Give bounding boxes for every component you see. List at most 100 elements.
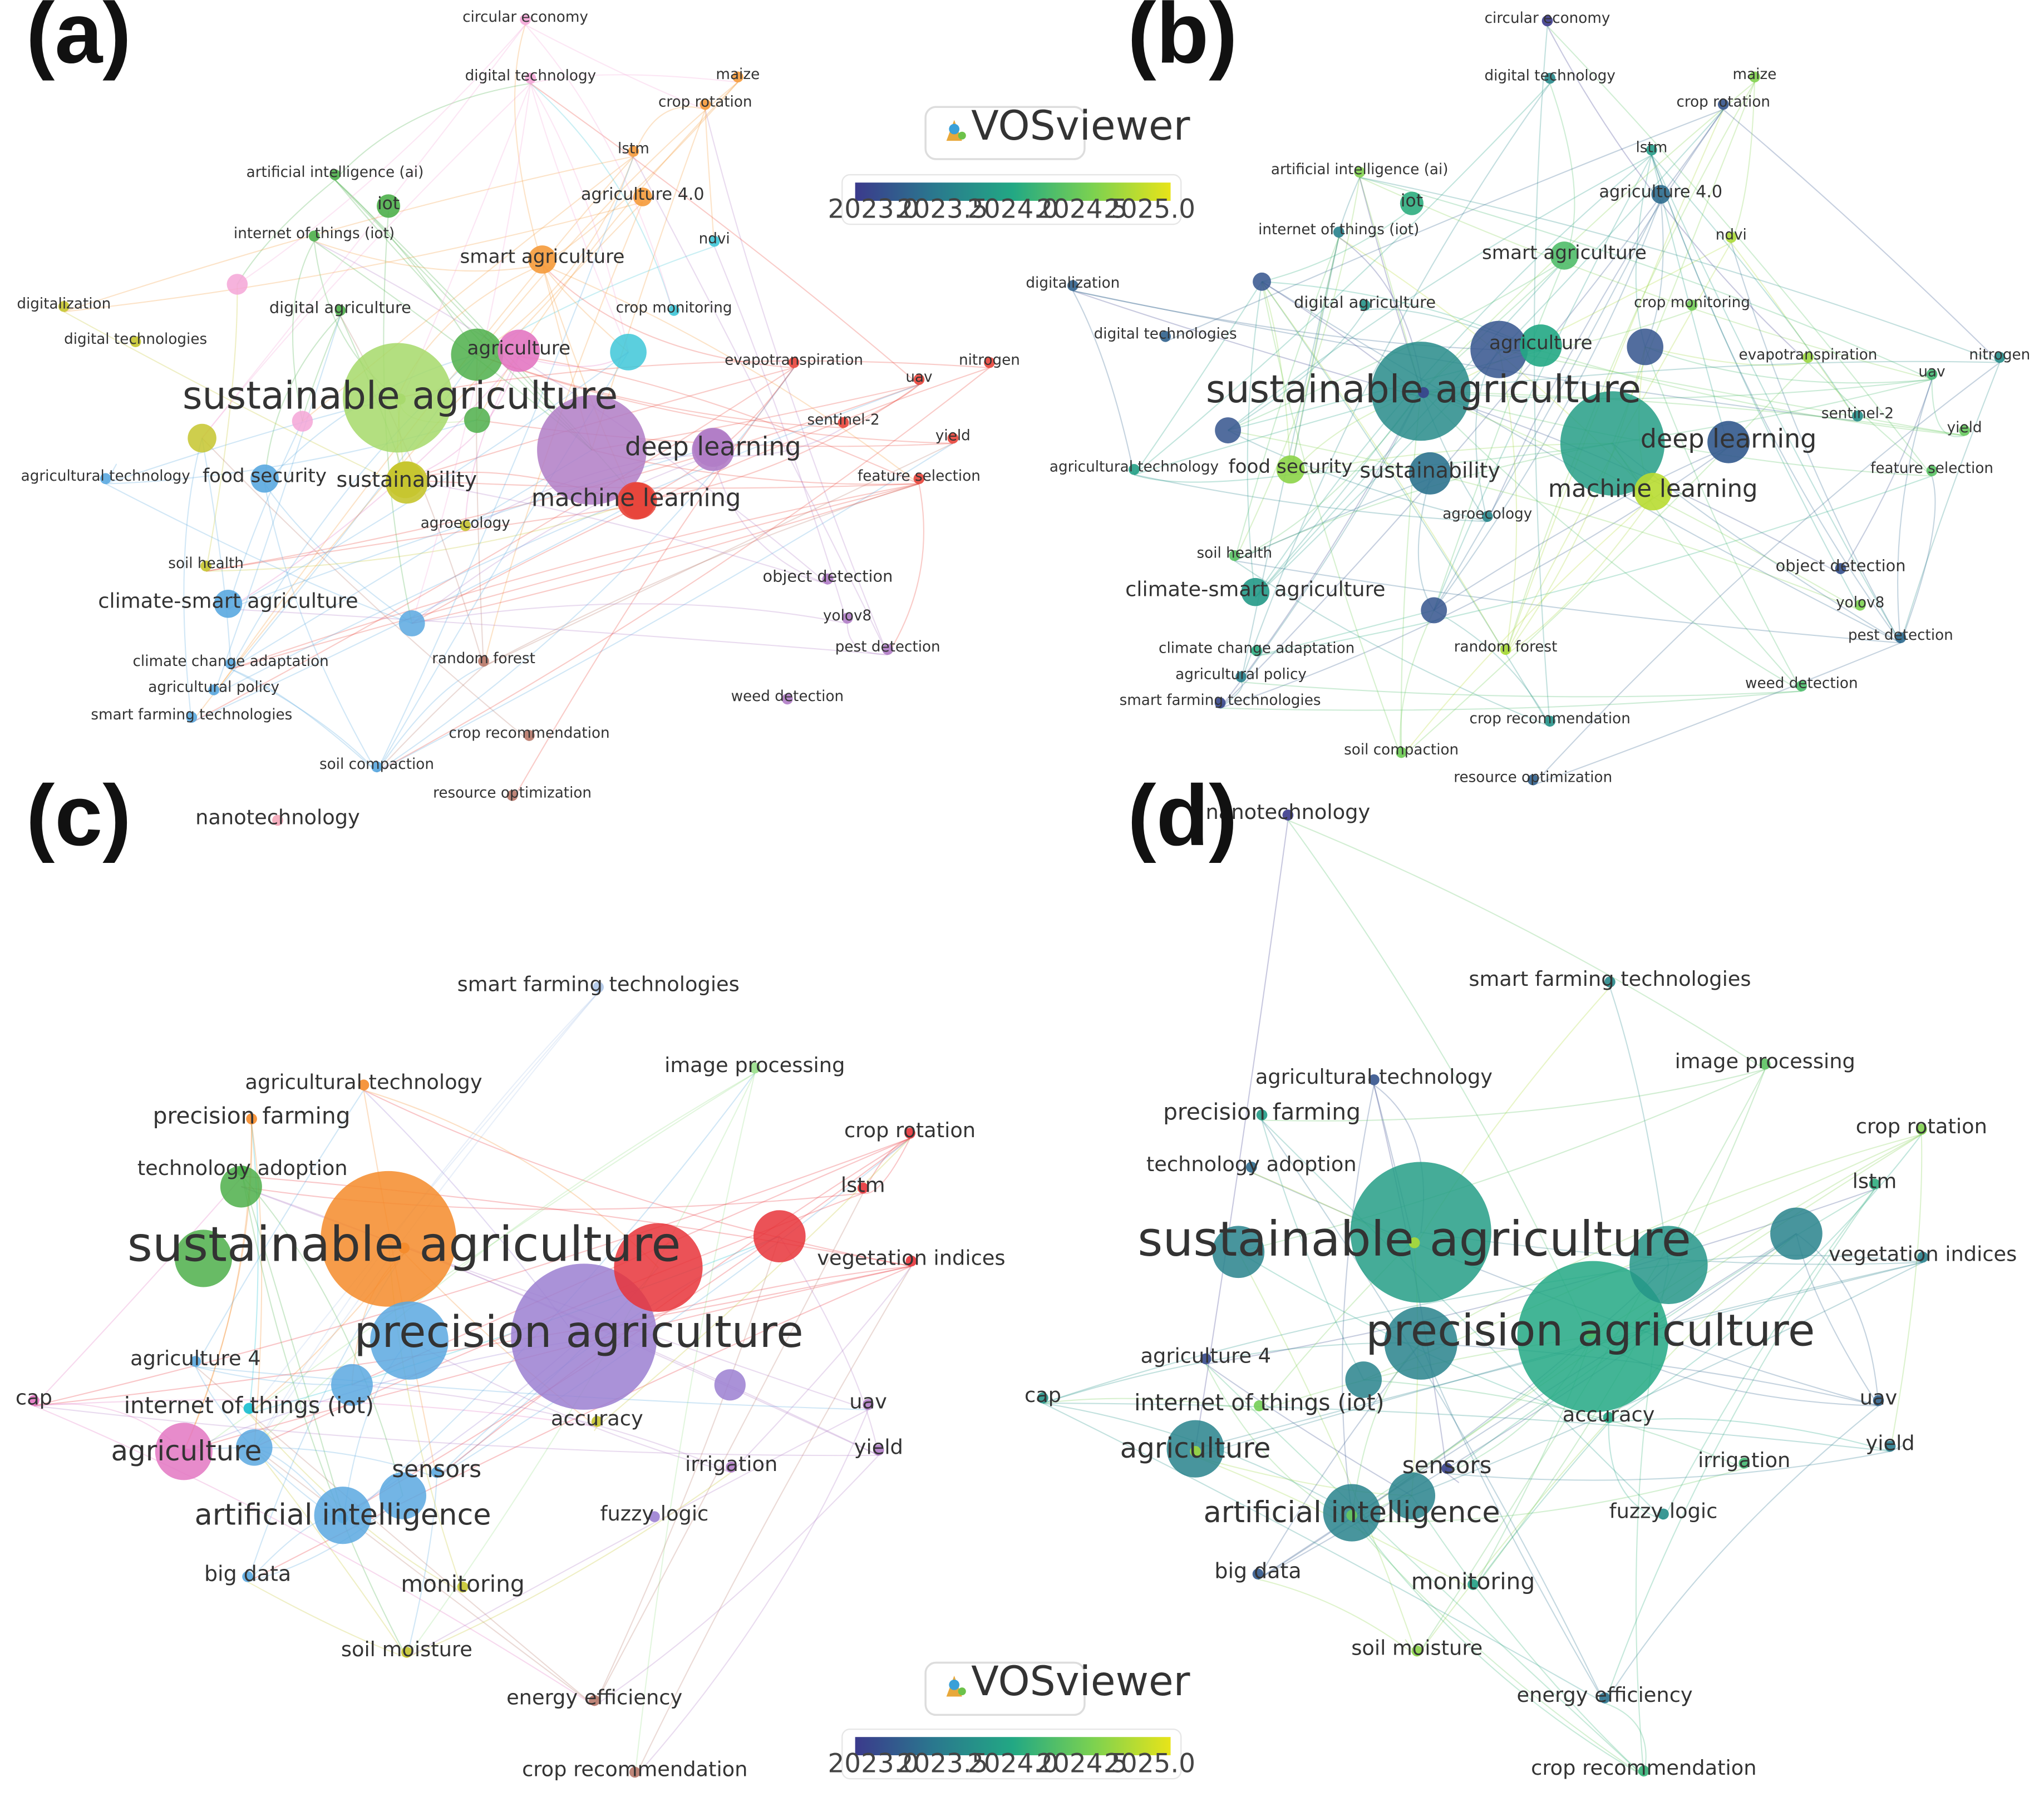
keyword-label: agriculture 4.0 [581, 185, 705, 204]
network-edge [227, 421, 303, 609]
keyword-node [1873, 1395, 1884, 1406]
network-edge [476, 81, 738, 421]
keyword-label: agricultural technology [1255, 1065, 1493, 1089]
keyword-node [1418, 387, 1429, 398]
network-edge [465, 356, 520, 531]
keyword-label: agriculture [1120, 1432, 1271, 1464]
network-edge [1505, 496, 1654, 655]
vosviewer-legend-top: VOSviewer 2023.0 2023.5 2024.0 2024.5 20… [828, 103, 1195, 225]
network-edge [1261, 1120, 1365, 1380]
keyword-node [841, 613, 853, 624]
keyword-label: yield [1947, 419, 1982, 436]
keyword-node-large [714, 1369, 746, 1401]
network-edge [1352, 1468, 1745, 1523]
keyword-label: food security [203, 465, 327, 487]
keyword-node [1252, 1568, 1264, 1580]
network-edge [201, 437, 530, 742]
network-edge [376, 665, 484, 773]
network-edge [1900, 476, 1936, 643]
keyword-label: agricultural technology [21, 468, 190, 485]
network-edge [436, 1138, 910, 1478]
network-edge [411, 483, 919, 624]
network-edge [705, 109, 715, 247]
keyword-label: cap [1025, 1383, 1061, 1407]
network-edge [1723, 109, 2001, 363]
network-edge [1533, 642, 1901, 786]
network-edge [779, 1236, 879, 1456]
scale-tick-3: 2024.5 [1036, 1749, 1127, 1779]
scale-tick-0: 2023.0 [828, 1749, 919, 1779]
keyword-node [1686, 299, 1698, 311]
network-edge [1240, 237, 1339, 683]
network-edge [846, 623, 888, 655]
network-edge [476, 354, 953, 445]
keyword-node [1717, 98, 1729, 110]
keyword-label: agriculture [1489, 332, 1593, 354]
network-edge [1195, 1456, 1412, 1497]
network-edge [1234, 237, 1339, 561]
network-edge [213, 315, 341, 695]
network-edge [1290, 237, 1339, 475]
keyword-label: big data [204, 1561, 291, 1586]
network-edge [541, 264, 629, 353]
network-edge [1897, 379, 1933, 643]
network-edge [264, 483, 377, 773]
keyword-node [1359, 299, 1371, 311]
keyword-label: crop rotation [1856, 1114, 1987, 1138]
keyword-label: circular economy [462, 9, 588, 26]
network-edge [1042, 1342, 1421, 1404]
keyword-node [1253, 1400, 1265, 1411]
network-edge [863, 1138, 910, 1194]
network-edge [1730, 242, 1858, 422]
network-edge [405, 479, 919, 489]
keyword-node [358, 1079, 370, 1091]
keyword-label: precision agriculture [1366, 1305, 1815, 1356]
keyword-node [431, 1467, 442, 1478]
keyword-label: precision farming [1163, 1098, 1361, 1125]
keyword-label: internet of things (iot) [124, 1392, 374, 1419]
keyword-node [1959, 424, 1970, 436]
network-edge [1220, 690, 1802, 711]
network-edge [1420, 391, 1802, 692]
network-edge [1257, 1342, 1422, 1580]
keyword-node [1759, 1058, 1771, 1070]
network-edge [230, 668, 377, 773]
keyword-node [947, 432, 959, 444]
network-edge [511, 367, 795, 801]
network-edge [1261, 281, 1506, 655]
keyword-node-large [235, 1429, 273, 1466]
network-edge [242, 1176, 912, 1267]
network-edge [1651, 155, 1858, 422]
vosviewer-logo-icon [946, 120, 966, 141]
keyword-node-large [226, 274, 248, 295]
network-edge [1072, 290, 1858, 422]
keyword-node [58, 300, 70, 312]
keyword-node [498, 329, 540, 372]
network-edge [1238, 1251, 1418, 1657]
network-edge [1134, 83, 1550, 476]
network-edge [242, 1176, 403, 1496]
keyword-node [593, 981, 604, 993]
network-edge [363, 1089, 912, 1267]
keyword-node [1235, 671, 1247, 683]
scale-tick-1: 2023.5 [897, 1749, 988, 1779]
network-edge [1644, 346, 1809, 366]
network-edge [183, 438, 203, 723]
network-edge [1258, 1578, 1417, 1657]
keyword-label: yield [854, 1435, 903, 1459]
network-edge [1433, 155, 1652, 611]
keyword-label: machine learning [1548, 475, 1758, 503]
keyword-node [905, 1255, 917, 1267]
network-edge [406, 1472, 732, 1658]
keyword-node [1160, 330, 1171, 342]
network-edge [1644, 347, 1802, 692]
keyword-label: big data [1214, 1559, 1301, 1583]
network-edge [1351, 1520, 1644, 1777]
keyword-node [1527, 774, 1539, 786]
keyword-node [1229, 550, 1240, 561]
network-edge [1604, 1189, 1875, 1704]
network-edge [33, 1138, 910, 1406]
keyword-node [1441, 1463, 1452, 1474]
network-edge [887, 483, 924, 655]
keyword-label: maize [1733, 66, 1777, 83]
